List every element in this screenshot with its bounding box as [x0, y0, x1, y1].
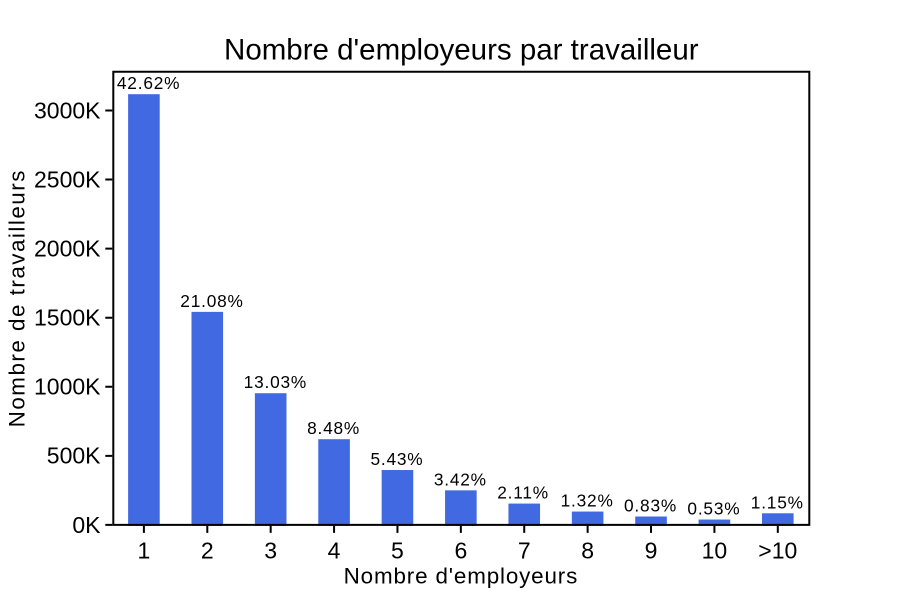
svg-text:10: 10 [702, 538, 728, 564]
svg-text:5.43%: 5.43% [370, 449, 423, 469]
svg-text:5: 5 [391, 538, 404, 564]
svg-text:8.48%: 8.48% [307, 418, 360, 438]
svg-text:6: 6 [454, 538, 467, 564]
svg-text:4: 4 [328, 538, 341, 564]
svg-text:42.62%: 42.62% [117, 73, 180, 93]
svg-text:1000K: 1000K [34, 374, 101, 400]
svg-text:8: 8 [581, 538, 594, 564]
svg-text:3.42%: 3.42% [434, 469, 487, 489]
svg-text:Nombre d'employeurs: Nombre d'employeurs [344, 564, 578, 589]
svg-text:2000K: 2000K [34, 236, 101, 262]
svg-text:1.15%: 1.15% [751, 492, 804, 512]
svg-text:13.03%: 13.03% [244, 372, 307, 392]
svg-text:2: 2 [201, 538, 214, 564]
svg-text:0.83%: 0.83% [624, 496, 677, 516]
svg-text:1500K: 1500K [34, 305, 101, 331]
svg-text:3000K: 3000K [34, 97, 101, 123]
svg-text:0.53%: 0.53% [687, 499, 740, 519]
svg-text:Nombre d'employeurs par travai: Nombre d'employeurs par travailleur [224, 34, 699, 67]
svg-text:0K: 0K [72, 512, 101, 538]
svg-text:7: 7 [518, 538, 531, 564]
svg-text:>10: >10 [758, 538, 797, 564]
svg-text:3: 3 [264, 538, 277, 564]
svg-text:21.08%: 21.08% [180, 291, 243, 311]
svg-text:Nombre de travailleurs: Nombre de travailleurs [5, 169, 30, 427]
svg-text:9: 9 [645, 538, 658, 564]
svg-text:1: 1 [138, 538, 151, 564]
svg-text:1.32%: 1.32% [561, 491, 614, 511]
svg-text:2.11%: 2.11% [497, 483, 549, 503]
svg-text:2500K: 2500K [34, 166, 101, 192]
svg-text:500K: 500K [47, 443, 101, 469]
